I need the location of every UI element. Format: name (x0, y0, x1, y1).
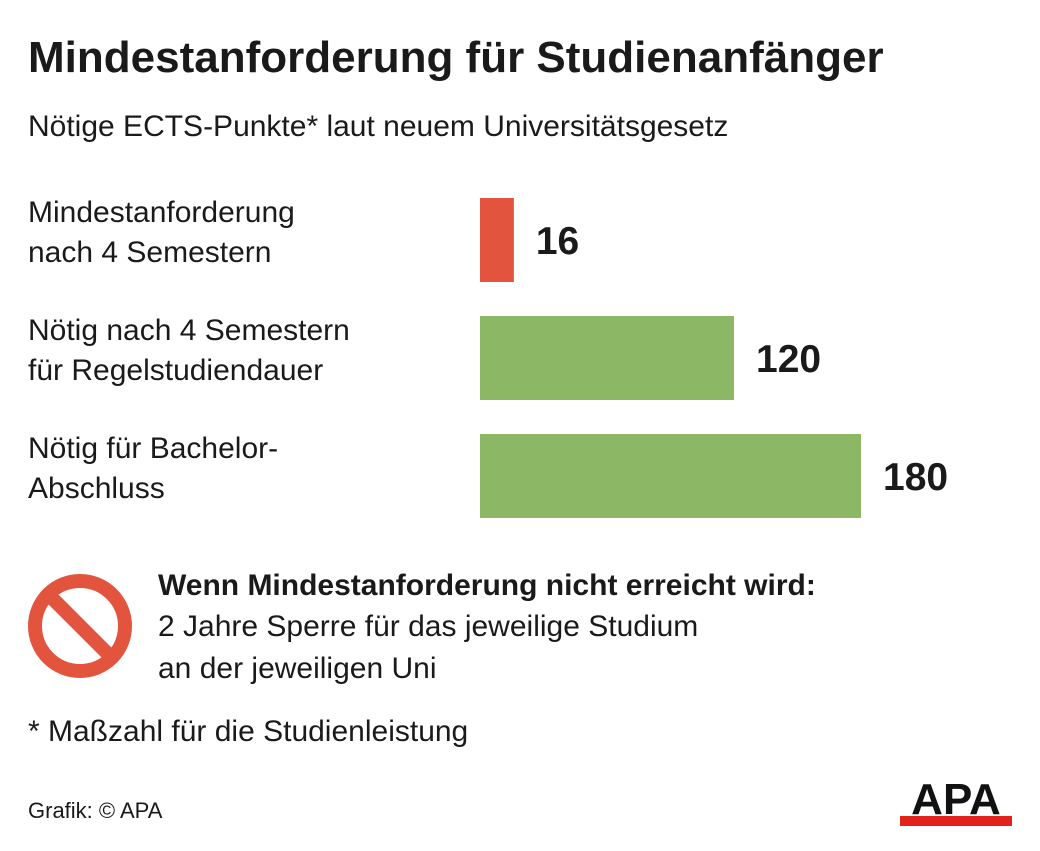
category-label-line: Mindestanforderung (28, 196, 295, 229)
chart-subtitle: Nötige ECTS-Punkte* laut neuem Universit… (28, 110, 729, 143)
category-label-line: für Regelstudiendauer (28, 354, 324, 387)
prohibited-icon (28, 574, 132, 678)
bar-2 (480, 316, 734, 400)
graphic-credit: Grafik: © APA (28, 798, 163, 823)
category-label-line: Nötig nach 4 Semestern (28, 314, 350, 347)
bar-1 (480, 198, 514, 282)
bar-3 (480, 434, 861, 518)
warning-line: an der jeweiligen Uni (158, 652, 437, 685)
category-label-line: Abschluss (28, 472, 165, 505)
bar-value-label-3: 180 (883, 456, 948, 499)
bar-value-label-1: 16 (536, 220, 579, 263)
footnote: * Maßzahl für die Studienleistung (28, 715, 469, 748)
bar-value-label-2: 120 (756, 338, 821, 381)
category-label-line: Nötig für Bachelor- (28, 432, 279, 465)
category-label-2: Nötig nach 4 Semestern für Regelstudiend… (28, 311, 350, 391)
warning-line: 2 Jahre Sperre für das jeweilige Studium (158, 610, 699, 643)
category-label-1: Mindestanforderung nach 4 Semestern (28, 193, 295, 273)
category-label-line: nach 4 Semestern (28, 236, 272, 269)
bar-chart: 16 120 180 (480, 198, 948, 518)
category-label-3: Nötig für Bachelor- Abschluss (28, 429, 278, 509)
warning-title: Wenn Mindestanforderung nicht erreicht w… (158, 569, 816, 602)
apa-logo: APA (900, 778, 1012, 826)
chart-title: Mindestanforderung für Studienanfänger (28, 33, 884, 82)
warning-text: 2 Jahre Sperre für das jeweilige Studium… (158, 606, 698, 690)
